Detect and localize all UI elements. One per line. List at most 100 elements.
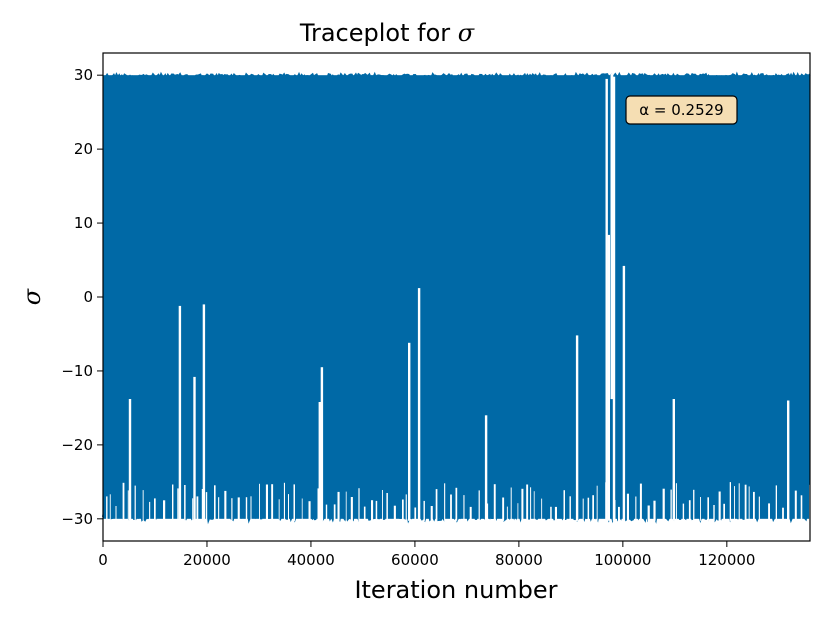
trace-lower-gap <box>149 501 151 521</box>
acceptance-annotation: α = 0.2529 <box>625 95 738 125</box>
trace-lower-gap <box>569 496 571 521</box>
trace-lower-gap <box>510 487 512 521</box>
trace-lower-gap <box>224 490 227 521</box>
trace-lower-gap <box>375 500 378 521</box>
x-tick-label: 60000 <box>391 551 439 569</box>
trace-lower-gap <box>675 483 677 521</box>
trace-lower-gap <box>794 490 797 521</box>
annotation-text: α = 0.2529 <box>639 101 723 119</box>
plot-area <box>101 71 811 525</box>
trace-gap <box>320 367 324 521</box>
y-tick-label: 10 <box>74 214 93 232</box>
title-sigma-symbol: σ <box>458 19 475 47</box>
x-tick-label: 100000 <box>594 551 651 569</box>
trace-lower-gap <box>250 496 252 521</box>
y-tick-label: −20 <box>61 436 93 454</box>
trace-lower-gap <box>587 497 590 521</box>
trace-lower-gap <box>106 496 108 521</box>
trace-series <box>101 71 811 525</box>
trace-lower-gap <box>382 490 383 521</box>
trace-lower-gap <box>444 483 446 521</box>
trace-lower-gap <box>626 493 629 521</box>
trace-lower-gap <box>775 485 777 521</box>
trace-lower-gap <box>350 497 353 521</box>
trace-lower-gap <box>517 503 519 521</box>
trace-lower-gap <box>521 488 524 521</box>
trace-lower-gap <box>393 505 396 521</box>
trace-lower-gap <box>554 506 557 521</box>
trace-gap <box>605 78 608 521</box>
annotation-box <box>625 95 738 125</box>
trace-lower-gap <box>526 484 529 521</box>
trace-lower-gap <box>317 488 320 521</box>
trace-lower-gap <box>402 499 404 521</box>
trace-lower-gap <box>283 482 285 521</box>
trace-lower-gap <box>530 487 532 521</box>
trace-gap <box>622 265 626 521</box>
trace-lower-gap <box>693 489 695 521</box>
trace-lower-gap <box>259 483 260 521</box>
trace-lower-gap <box>386 493 388 521</box>
trace-lower-gap <box>134 485 136 521</box>
trace-lower-gap <box>142 490 144 521</box>
trace-lower-gap <box>653 500 656 521</box>
trace-lower-gap <box>713 505 715 521</box>
trace-lower-gap <box>700 497 701 521</box>
trace-gap <box>202 304 206 521</box>
trace-lower-gap <box>127 490 129 521</box>
trace-lower-gap <box>271 484 274 521</box>
trace-lower-gap <box>109 494 111 521</box>
trace-lower-gap <box>450 494 452 521</box>
y-tick-label: 20 <box>74 140 93 158</box>
trace-lower-gap <box>729 482 731 521</box>
trace-lower-gap <box>596 485 598 521</box>
trace-lower-gap <box>469 506 472 521</box>
trace-lower-gap <box>541 498 543 521</box>
x-axis: 0 20000 40000 60000 80000 100000 120000 <box>98 541 755 569</box>
trace-lower-gap <box>478 490 480 521</box>
x-axis-label: Iteration number <box>354 576 557 604</box>
trace-lower-gap <box>184 485 186 521</box>
trace-lower-gap <box>635 496 637 521</box>
trace-lower-gap <box>782 507 784 521</box>
trace-lower-gap <box>502 497 505 521</box>
trace-lower-gap <box>487 503 489 521</box>
trace-lower-gap <box>177 488 179 521</box>
trace-lower-gap <box>455 487 458 521</box>
trace-lower-gap <box>278 499 280 521</box>
trace-gap <box>408 342 411 521</box>
trace-gap <box>417 288 421 521</box>
trace-top-gap <box>610 73 614 400</box>
trace-lower-gap <box>563 490 565 521</box>
trace-lower-gap <box>738 483 740 521</box>
y-tick-label: 0 <box>83 288 93 306</box>
trace-lower-gap <box>662 488 665 521</box>
trace-lower-gap <box>430 506 433 521</box>
chart-title: Traceplot for σ <box>299 19 475 47</box>
trace-lower-gap <box>192 498 194 521</box>
trace-gap <box>318 402 321 521</box>
x-tick-label: 40000 <box>287 551 335 569</box>
trace-gap <box>612 76 616 521</box>
trace-lower-gap <box>493 484 496 521</box>
x-tick-label: 20000 <box>183 551 231 569</box>
trace-lower-gap <box>337 491 340 521</box>
trace-lower-gap <box>723 503 725 521</box>
trace-lower-gap <box>308 501 311 521</box>
trace-lower-gap <box>670 489 672 521</box>
y-tick-label: −10 <box>61 362 93 380</box>
trace-gap <box>787 400 790 521</box>
trace-lower-gap <box>371 500 374 521</box>
trace-lower-gap <box>582 498 584 521</box>
trace-gap <box>484 415 488 521</box>
y-tick-label: 30 <box>74 66 93 84</box>
trace-lower-gap <box>122 482 125 521</box>
trace-lower-gap <box>423 500 425 521</box>
trace-lower-gap <box>405 494 407 521</box>
trace-gap <box>575 335 579 521</box>
y-axis: −30 −20 −10 0 10 20 30 <box>61 66 103 528</box>
trace-lower-gap <box>688 500 691 521</box>
trace-lower-gap <box>639 483 642 521</box>
trace-lower-gap <box>618 506 620 521</box>
